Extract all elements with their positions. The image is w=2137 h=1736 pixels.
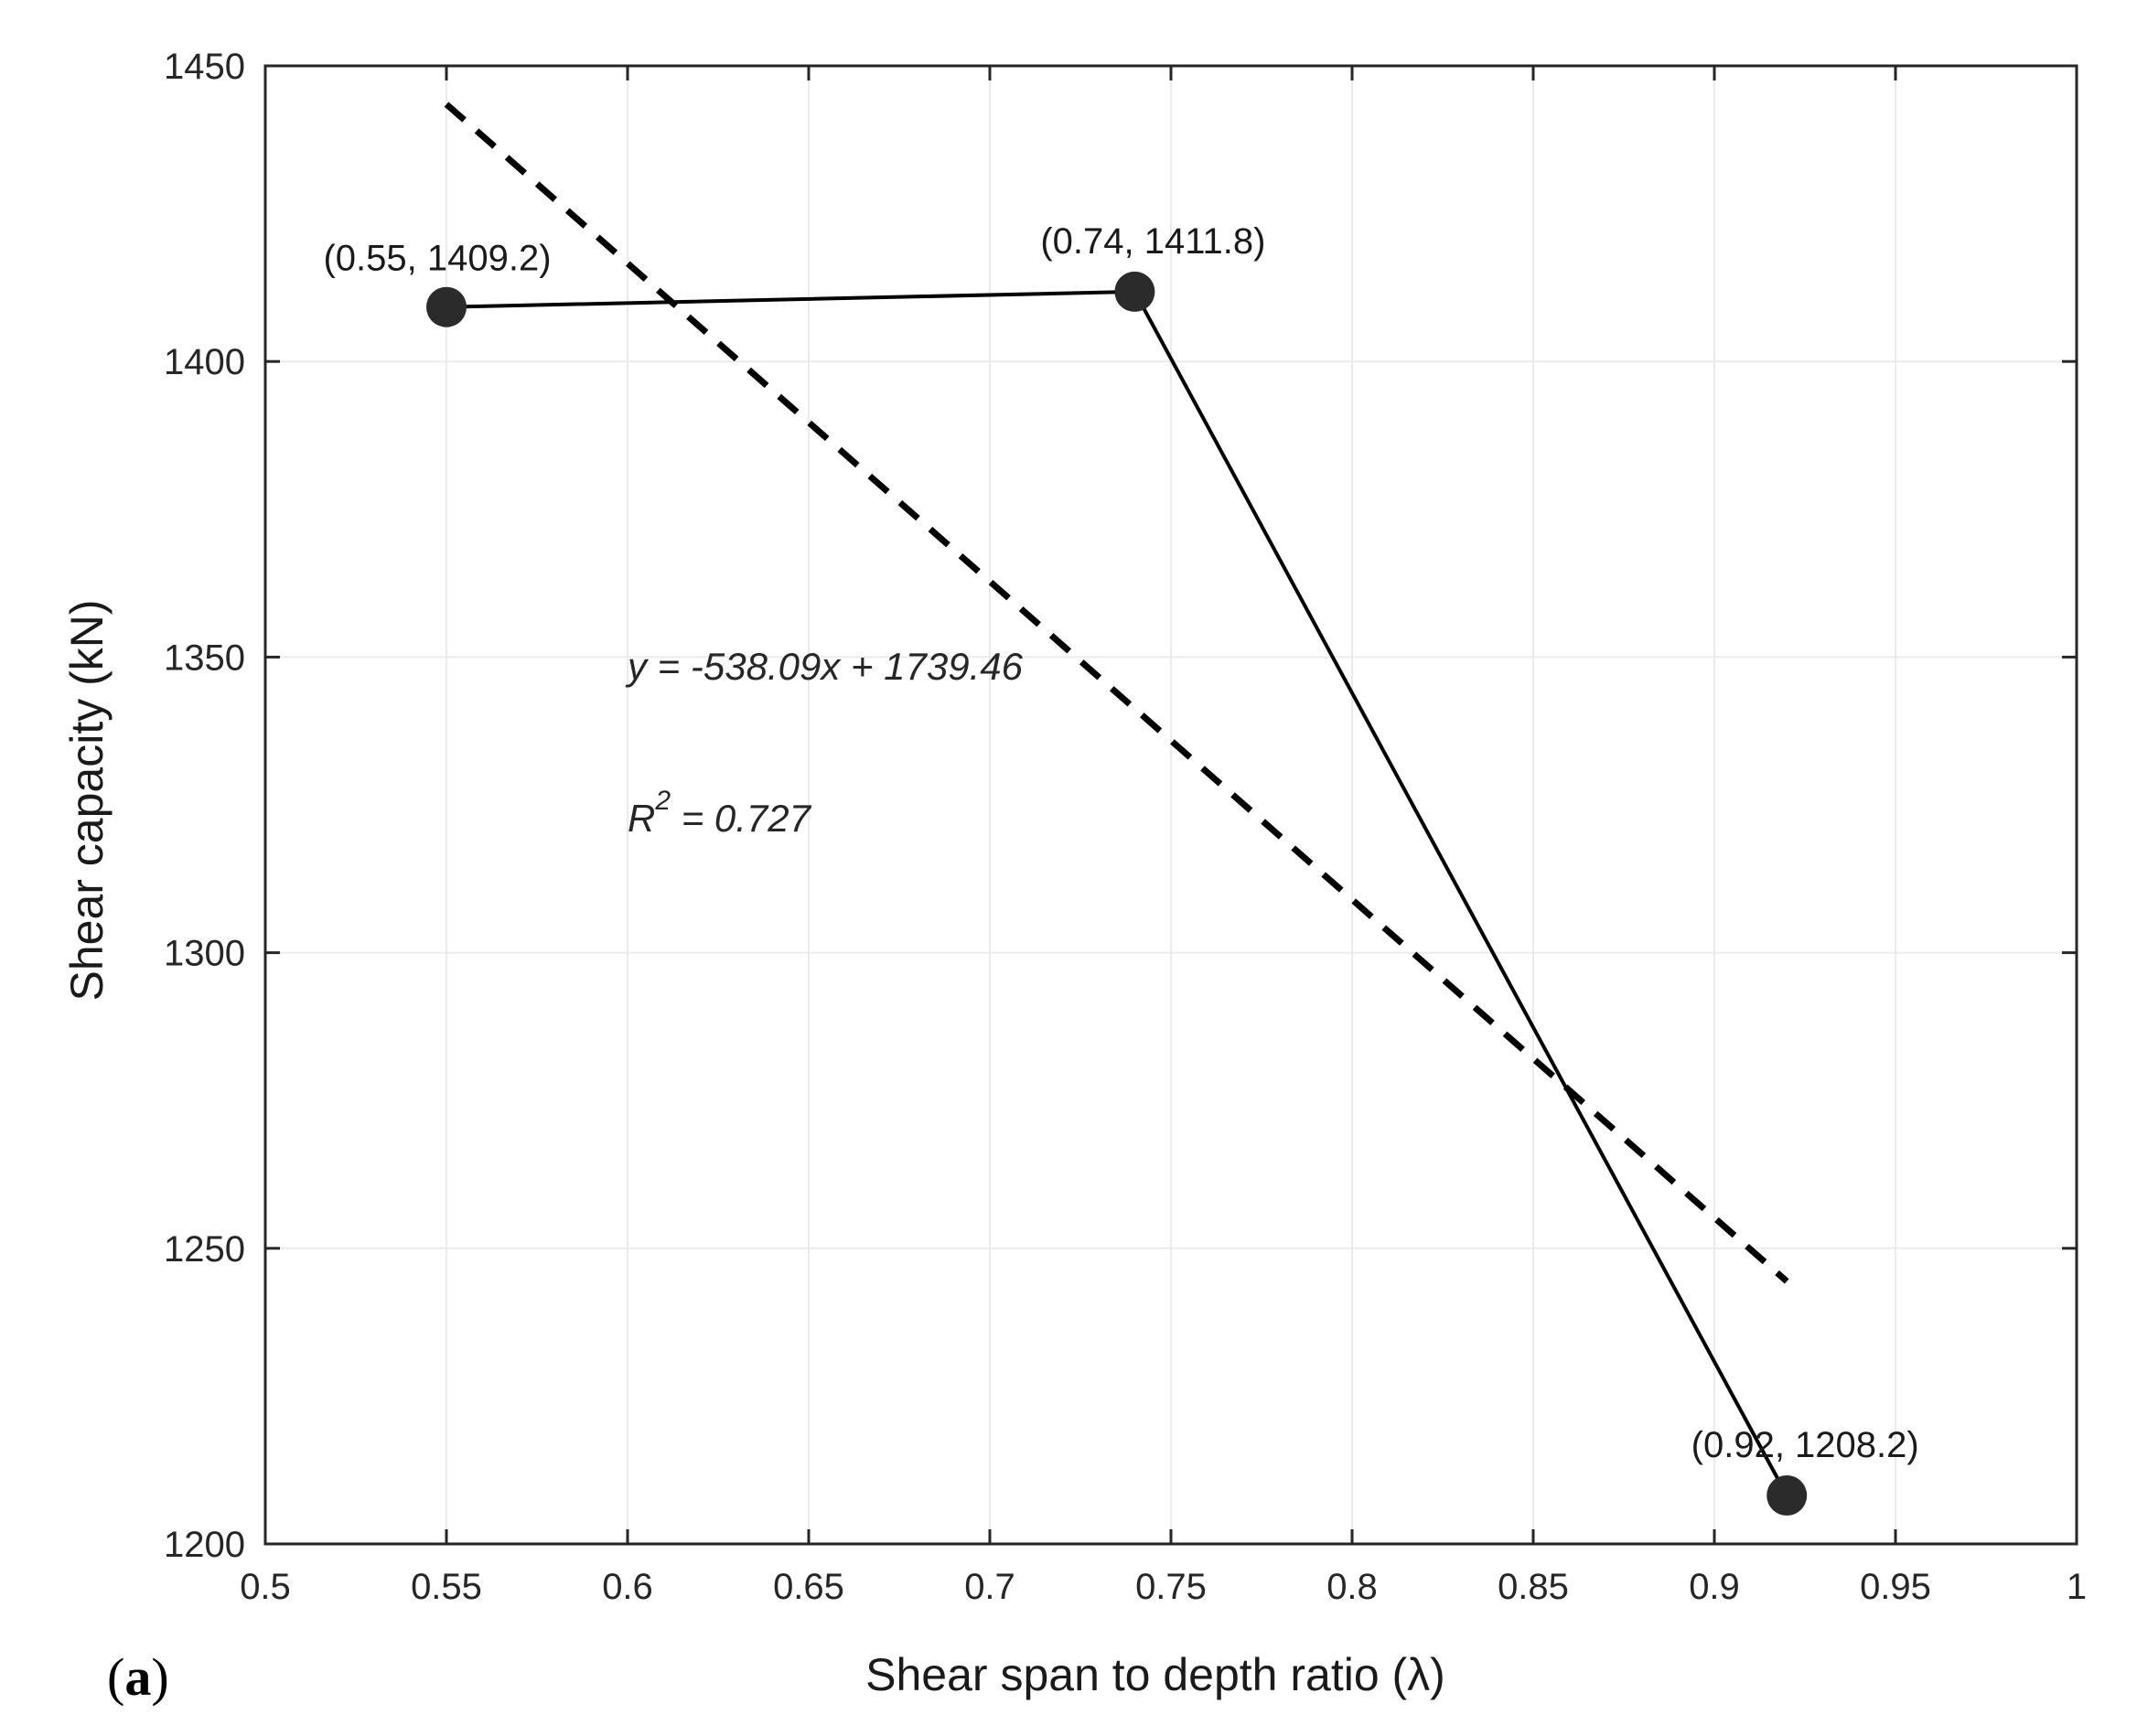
y-tick-label-1: 1250	[164, 1229, 245, 1270]
x-tick-label-3: 0.65	[773, 1567, 844, 1607]
data-point-1	[1114, 271, 1155, 312]
ticks: 0.5 0.55 0.6 0.65 0.7 0.75 0.8 0.85 0.9 0.95 1 1200…	[164, 47, 2087, 1607]
y-axis-label: Shear capacity (kN)	[61, 599, 113, 1001]
data-point-2	[1767, 1474, 1808, 1516]
y-tick-label-0: 1200	[164, 1525, 245, 1565]
x-tick-label-6: 0.8	[1326, 1567, 1378, 1607]
x-tick-label-9: 0.95	[1860, 1567, 1931, 1607]
panel-letter: a	[124, 1647, 151, 1707]
x-tick-label-8: 0.9	[1689, 1567, 1740, 1607]
r-squared-label: R2 = 0.727	[628, 786, 812, 840]
x-axis-label: Shear span to depth ratio (λ)	[865, 1649, 1445, 1700]
point-labels: (0.55, 1409.2) (0.74, 1411.8) (0.92, 1208.…	[323, 221, 1918, 1465]
x-tick-label-0: 0.5	[240, 1567, 291, 1607]
data-point-label-2: (0.92, 1208.2)	[1691, 1425, 1919, 1465]
data-point-label-0: (0.55, 1409.2)	[323, 239, 551, 279]
x-tick-label-10: 1	[2067, 1567, 2087, 1607]
r-squared-exponent: 2	[654, 786, 671, 816]
y-tick-label-4: 1400	[164, 342, 245, 382]
r-squared-symbol: R	[628, 797, 655, 840]
x-tick-label-7: 0.85	[1498, 1567, 1569, 1607]
panel-label: (a)	[107, 1647, 169, 1707]
data-series	[426, 271, 1808, 1516]
trendline-equation: y = -538.09x + 1739.46	[625, 645, 1024, 688]
y-tick-label-3: 1350	[164, 638, 245, 678]
x-tick-label-4: 0.7	[964, 1567, 1015, 1607]
x-tick-label-5: 0.75	[1135, 1567, 1207, 1607]
r-squared-value: = 0.727	[671, 797, 812, 840]
data-point-0	[426, 286, 467, 327]
data-point-label-1: (0.74, 1411.8)	[1040, 221, 1265, 262]
x-tick-label-1: 0.55	[411, 1567, 482, 1607]
y-tick-label-2: 1300	[164, 934, 245, 974]
y-tick-label-5: 1450	[164, 47, 245, 87]
x-tick-label-2: 0.6	[602, 1567, 653, 1607]
